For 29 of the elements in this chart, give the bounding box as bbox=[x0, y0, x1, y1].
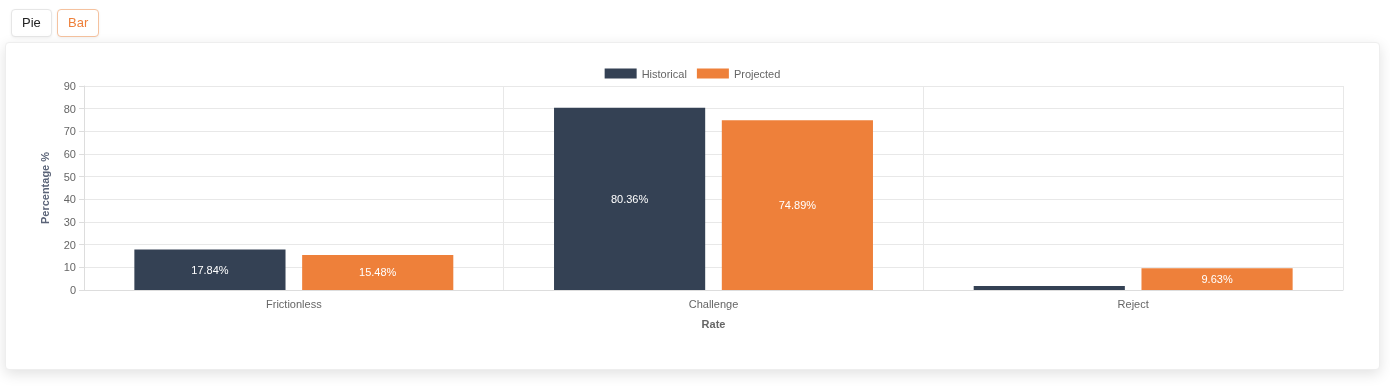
y-tick-label: 20 bbox=[63, 238, 76, 251]
y-tick-label: 40 bbox=[63, 193, 76, 206]
data-label: 74.89% bbox=[778, 199, 817, 212]
y-tick-label: 10 bbox=[63, 261, 76, 274]
bar bbox=[302, 254, 454, 290]
bar bbox=[554, 107, 706, 290]
data-label: 9.63% bbox=[1201, 273, 1233, 286]
y-tick-label: 50 bbox=[63, 170, 76, 183]
legend-label: Projected bbox=[733, 67, 781, 80]
bar bbox=[134, 249, 286, 290]
x-tick-label: Frictionless bbox=[266, 297, 323, 310]
y-tick-label: 30 bbox=[63, 216, 76, 228]
bar bbox=[721, 120, 873, 290]
x-tick-label: Reject bbox=[1117, 297, 1149, 310]
data-label: 80.36% bbox=[610, 192, 649, 205]
y-tick-label: 80 bbox=[63, 102, 76, 115]
bar bbox=[1141, 268, 1293, 290]
y-tick-label: 0 bbox=[69, 284, 76, 296]
y-axis-title: Percentage % bbox=[38, 151, 51, 225]
data-label: 17.84% bbox=[191, 263, 229, 276]
y-tick-label: 90 bbox=[63, 80, 76, 92]
y-tick-label: 60 bbox=[63, 148, 76, 160]
toggle-button[interactable]: Pie bbox=[11, 9, 52, 37]
bar bbox=[973, 285, 1125, 290]
data-label: 15.48% bbox=[359, 266, 397, 279]
x-tick-label: Challenge bbox=[688, 297, 739, 310]
x-axis-title: Rate bbox=[701, 317, 726, 330]
legend-label: Historical bbox=[641, 67, 687, 80]
y-tick-label: 70 bbox=[63, 125, 76, 138]
